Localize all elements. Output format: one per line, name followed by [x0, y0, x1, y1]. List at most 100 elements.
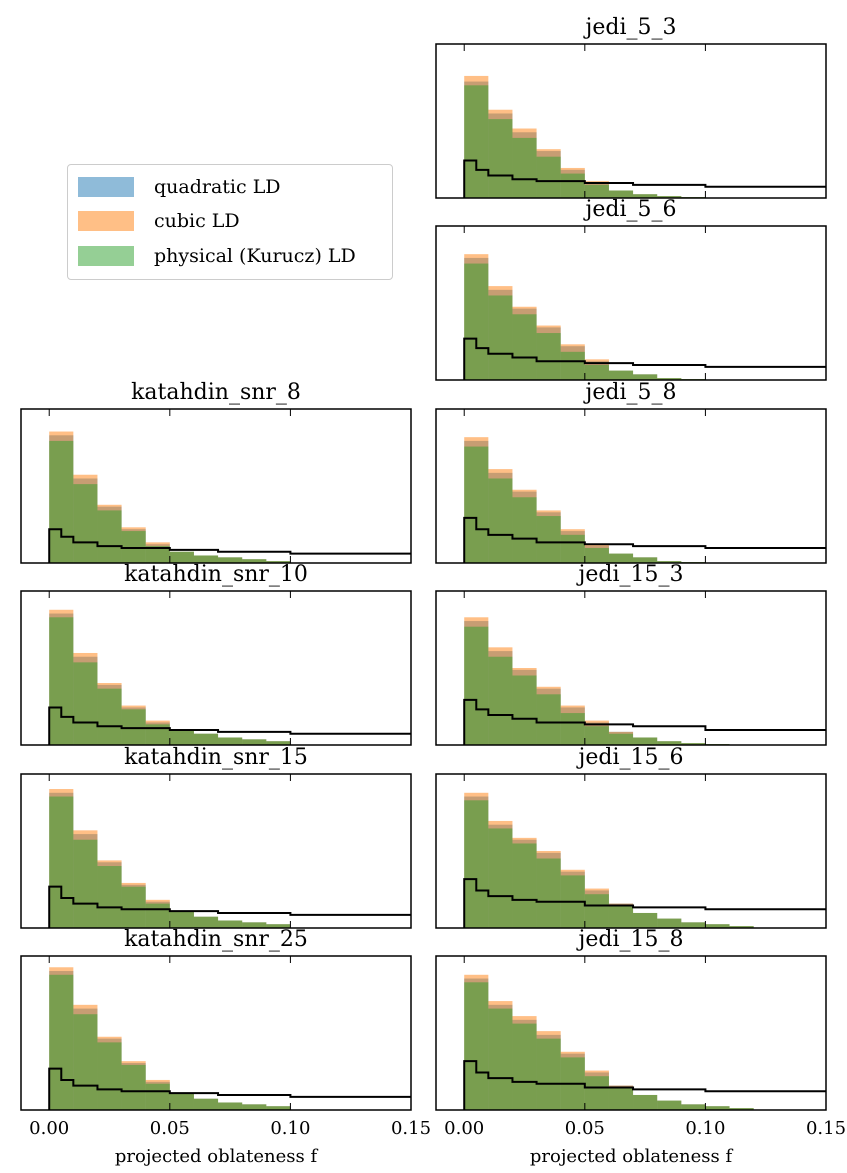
panel-katahdin_snr_25: katahdin_snr_25 0.00 0.05 0.10 0.15 projected…	[20, 927, 431, 1167]
legend-item-cubic: cubic LD	[78, 209, 240, 233]
hist-bar	[584, 894, 609, 928]
reference-step-line	[48, 706, 411, 745]
plot-area	[48, 609, 411, 745]
legend-swatch-physical	[78, 246, 134, 266]
hist-bar	[560, 351, 585, 380]
hist-bar	[193, 916, 219, 928]
hist-bar	[657, 196, 682, 198]
x-axis-label: projected oblateness f	[115, 1146, 319, 1167]
hist-bar	[169, 1093, 194, 1110]
hist-bar	[464, 446, 489, 563]
legend-item-physical: physical (Kurucz) LD	[78, 244, 356, 268]
reference-step-line	[463, 337, 826, 380]
hist-bar	[536, 333, 561, 380]
hist-bar	[218, 1102, 243, 1110]
hist-bar	[729, 926, 754, 928]
legend-label-cubic: cubic LD	[154, 210, 240, 232]
hist-bar	[488, 119, 513, 198]
panel-jedi_5_8: jedi_5_8	[435, 380, 827, 564]
hist-bar	[242, 559, 267, 563]
hist-bar	[242, 922, 267, 928]
hist-bar	[633, 1094, 658, 1110]
hist-bar	[512, 497, 537, 563]
hist-bar	[97, 510, 122, 563]
hist-bar	[49, 974, 74, 1110]
hist-bar	[536, 858, 561, 928]
hist-bar	[536, 516, 561, 563]
panel-jedi_15_8: jedi_15_8 0.00 0.05 0.10 0.15 projected oblat…	[435, 927, 846, 1167]
hist-bar	[608, 1087, 634, 1110]
hist-bar	[73, 1014, 98, 1110]
hist-bar	[488, 478, 513, 563]
hist-bar	[560, 173, 585, 198]
hist-bar	[681, 743, 706, 745]
axes-frame	[435, 590, 827, 746]
plot-area	[463, 254, 826, 380]
panel-title: katahdin_snr_10	[124, 562, 308, 587]
plot-area	[48, 431, 411, 563]
axes-frame	[435, 773, 827, 929]
x-tick-label: 0.05	[150, 1118, 190, 1139]
hist-bar	[145, 903, 170, 928]
panel-title: katahdin_snr_8	[131, 380, 301, 405]
hist-bar	[608, 553, 634, 563]
plot-area	[48, 789, 411, 928]
hist-bar	[464, 85, 489, 198]
legend-swatch-quadratic	[78, 177, 134, 197]
hist-bar	[608, 190, 634, 198]
legend-swatch-cubic	[78, 211, 134, 231]
hist-bar	[633, 374, 658, 380]
panel-title: jedi_15_3	[576, 562, 684, 587]
hist-bar	[512, 1023, 537, 1110]
hist-bar	[464, 263, 489, 380]
hist-bar	[584, 547, 609, 563]
reference-step-line	[48, 1067, 411, 1110]
hist-bar	[584, 1076, 609, 1110]
plot-area	[463, 617, 826, 745]
hist-bar	[121, 886, 146, 928]
hist-bar	[536, 156, 561, 198]
hist-bar	[73, 839, 98, 928]
reference-step-line	[463, 698, 826, 745]
axes-frame	[435, 955, 827, 1111]
hist-bar	[657, 741, 682, 745]
hist-bar	[536, 694, 561, 745]
hist-bar	[560, 713, 585, 745]
reference-step-line	[463, 516, 826, 563]
x-axis-label: projected oblateness f	[530, 1146, 734, 1167]
reference-step-line	[48, 885, 411, 928]
hist-bar	[584, 184, 609, 198]
hist-bar	[633, 194, 658, 198]
hist-bar	[97, 866, 122, 928]
hist-bar	[242, 1104, 267, 1110]
x-tick-label: 0.10	[270, 1118, 310, 1139]
legend: quadratic LD cubic LD physical (Kurucz) …	[67, 164, 393, 280]
axes-frame	[20, 955, 412, 1111]
panel-title: jedi_5_3	[583, 15, 677, 40]
panel-jedi_15_6: jedi_15_6	[435, 745, 827, 929]
hist-bar	[266, 741, 291, 745]
hist-bar	[488, 295, 513, 380]
panel-jedi_5_6: jedi_5_6	[435, 197, 827, 381]
hist-bar	[488, 1008, 513, 1110]
hist-bar	[218, 737, 243, 745]
panel-katahdin_snr_15: katahdin_snr_15	[20, 745, 412, 929]
hist-bar	[633, 912, 658, 928]
hist-bar	[608, 370, 634, 380]
hist-bar	[464, 626, 489, 745]
hist-bar	[169, 729, 194, 745]
reference-step-line	[463, 878, 826, 928]
hist-bar	[657, 1100, 682, 1110]
hist-bar	[145, 724, 170, 745]
hist-bar	[681, 922, 706, 928]
hist-bar	[218, 557, 243, 563]
hist-bar	[657, 918, 682, 928]
hist-bar	[97, 1042, 122, 1110]
hist-bar	[560, 534, 585, 563]
axes-frame	[20, 590, 412, 746]
hist-bar	[242, 739, 267, 745]
hist-bar	[512, 314, 537, 380]
hist-bar	[536, 1038, 561, 1110]
hist-bar	[633, 557, 658, 563]
